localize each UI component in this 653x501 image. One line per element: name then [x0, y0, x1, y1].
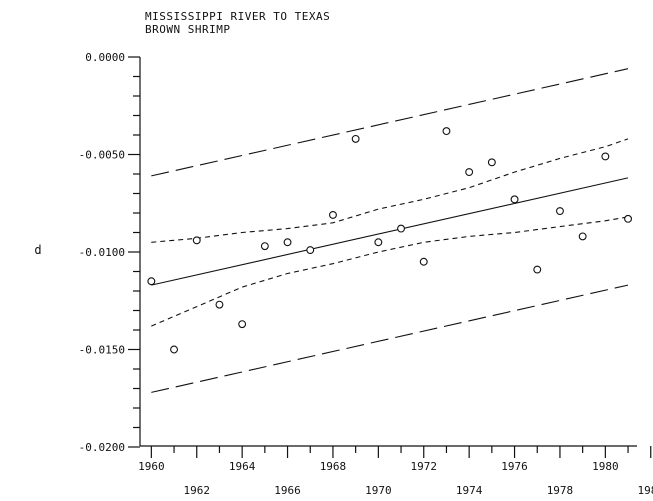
x-tick-label: 1982: [638, 484, 653, 497]
chart-title-line-2: BROWN SHRIMP: [145, 23, 231, 36]
series-line-short-dash: [151, 216, 629, 327]
x-tick-label: 1966: [274, 484, 301, 497]
x-tick-label: 1968: [320, 460, 347, 473]
chart-lines: [151, 68, 629, 393]
x-tick-label: 1962: [184, 484, 211, 497]
data-point: [215, 300, 224, 309]
y-axis-label: d: [34, 243, 41, 257]
y-tick-label: -0.0100: [79, 246, 125, 259]
data-point: [306, 246, 315, 255]
data-point: [442, 127, 451, 136]
data-point: [397, 224, 405, 233]
x-tick-label: 1974: [456, 484, 483, 497]
data-point: [238, 320, 247, 329]
x-tick-label: 1980: [592, 460, 619, 473]
data-point: [374, 238, 383, 247]
data-point: [283, 238, 292, 247]
data-point: [578, 232, 587, 241]
x-tick-label: 1972: [411, 460, 438, 473]
chart-axes: [128, 56, 652, 458]
series-line-long-dash: [151, 68, 629, 177]
data-point: [465, 168, 474, 177]
x-tick-label: 1960: [138, 460, 165, 473]
data-point: [419, 257, 428, 266]
data-point: [510, 195, 519, 204]
data-point: [329, 211, 337, 219]
y-tick-label: -0.0050: [79, 149, 125, 162]
chart-points: [147, 127, 632, 354]
series-line-short-dash: [151, 138, 629, 243]
y-tick-label: 0.0000: [85, 51, 125, 64]
x-tick-label: 1964: [229, 460, 256, 473]
chart-title-line-1: MISSISSIPPI RIVER TO TEXAS: [145, 10, 331, 23]
data-point: [533, 265, 542, 274]
data-point: [555, 207, 564, 216]
data-point: [260, 242, 269, 251]
x-tick-label: 1976: [501, 460, 528, 473]
data-point: [487, 158, 496, 167]
data-point: [624, 214, 632, 223]
x-tick-label: 1970: [365, 484, 392, 497]
data-point: [192, 236, 201, 245]
series-line-solid: [151, 177, 629, 286]
data-point: [351, 134, 360, 143]
chart-labels: 0.0000 -0.0050 -0.0100 -0.0150 -0.0200 1960 19…: [34, 51, 653, 497]
series-line-long-dash: [151, 284, 629, 393]
data-point: [170, 345, 179, 354]
data-point: [147, 277, 156, 286]
y-tick-label: -0.0150: [79, 344, 125, 357]
x-tick-label: 1978: [547, 484, 574, 497]
y-tick-label: -0.0200: [79, 441, 125, 454]
data-point: [601, 152, 610, 161]
